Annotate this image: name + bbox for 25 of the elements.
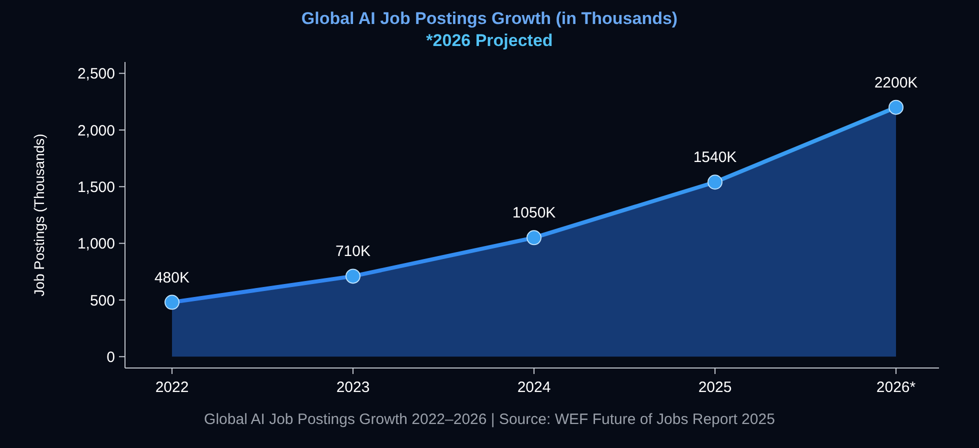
y-tick-label: 2,500 xyxy=(77,66,115,83)
point xyxy=(164,294,180,310)
y-tick-label: 0 xyxy=(106,348,115,366)
x-tick-label: 2023 xyxy=(336,379,370,396)
data-label: 710K xyxy=(335,243,371,260)
point xyxy=(888,100,904,115)
data-label: 1050K xyxy=(512,204,556,222)
point xyxy=(346,268,360,284)
y-axis-title: Job Postings (Thousands) xyxy=(31,134,47,296)
x-tick-label: 2025 xyxy=(698,379,732,396)
chart-subtitle: *2026 Projected xyxy=(426,31,553,50)
x-tick-label: 2026* xyxy=(876,379,916,396)
x-tick-label: 2022 xyxy=(155,379,189,396)
data-label: 480K xyxy=(154,269,190,286)
point xyxy=(526,230,542,246)
y-tick-label: 500 xyxy=(90,292,115,310)
y-tick-label: 2,000 xyxy=(77,122,115,140)
chart-title: Global AI Job Postings Growth (in Thousands) xyxy=(301,9,678,28)
y-tick-label: 1,000 xyxy=(77,236,115,253)
point xyxy=(708,174,722,190)
y-tick-label: 1,500 xyxy=(77,178,115,196)
x-tick-label: 2024 xyxy=(517,379,551,396)
data-label: 1540K xyxy=(693,149,737,166)
data-label: 2200K xyxy=(874,74,918,92)
text: Global AI Job Postings Growth 2022–2026 | Source: WEF Future of Jobs Report 2025 xyxy=(204,411,775,428)
